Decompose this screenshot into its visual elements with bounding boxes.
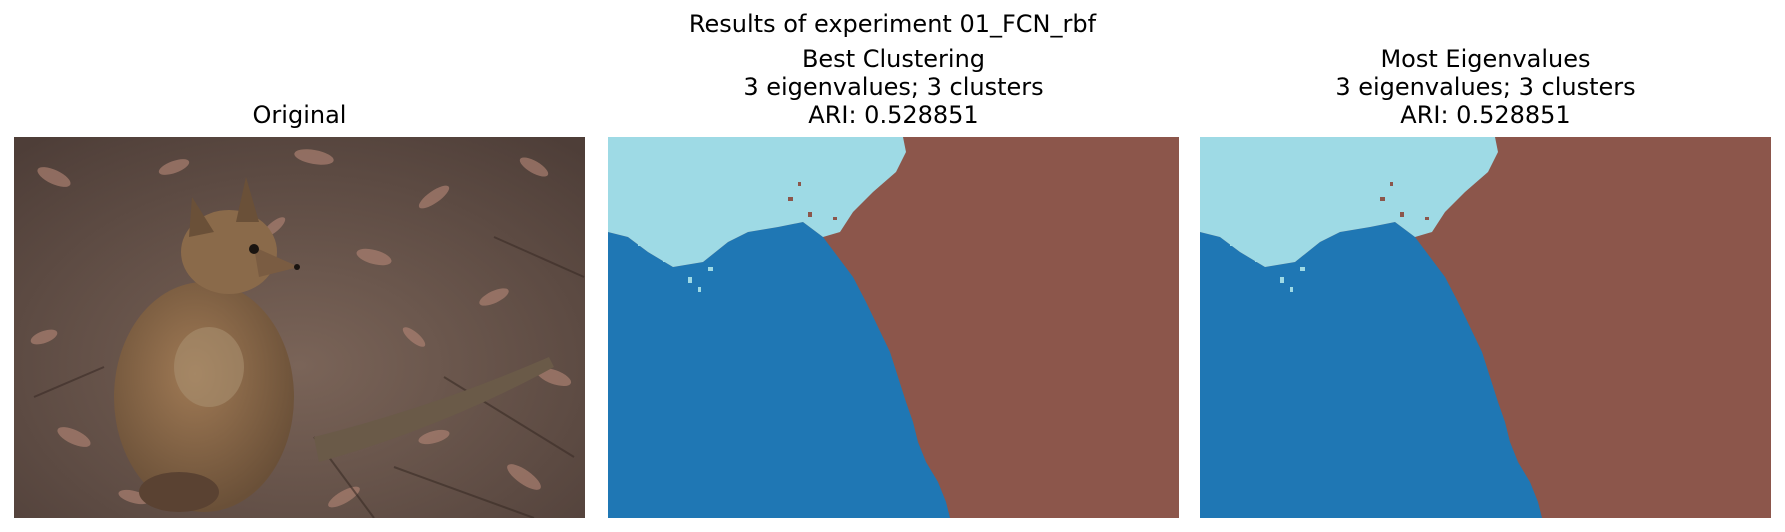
cluster-region-blue	[608, 222, 950, 518]
panel-most-eigenvalues-title: Most Eigenvalues 3 eigenvalues; 3 cluste…	[1200, 45, 1771, 129]
panel-title-line: Original	[252, 101, 347, 129]
best-clustering-map	[608, 137, 1179, 518]
cluster-region-blue	[1200, 222, 1542, 518]
cluster-speckles	[1380, 182, 1429, 220]
original-photo	[14, 137, 585, 518]
figure-suptitle: Results of experiment 01_FCN_rbf	[688, 10, 1097, 38]
cluster-speckles	[788, 182, 837, 220]
cluster-region-light-blue	[1200, 137, 1498, 267]
cluster-speckles	[1212, 222, 1305, 292]
panel-title-line: ARI: 0.528851	[808, 101, 979, 129]
cluster-region-light-blue	[608, 137, 906, 267]
panel-title-line: 3 eigenvalues; 3 clusters	[1335, 73, 1636, 101]
panel-original-title: Original	[14, 101, 585, 129]
panel-title-line: Best Clustering	[801, 45, 986, 73]
panel-title-line: 3 eigenvalues; 3 clusters	[743, 73, 1044, 101]
cluster-speckles	[620, 222, 713, 292]
panel-title-line: Most Eigenvalues	[1380, 45, 1591, 73]
panel-best-clustering-title: Best Clustering 3 eigenvalues; 3 cluster…	[608, 45, 1179, 129]
panel-title-line: ARI: 0.528851	[1400, 101, 1571, 129]
most-eigenvalues-map	[1200, 137, 1771, 518]
